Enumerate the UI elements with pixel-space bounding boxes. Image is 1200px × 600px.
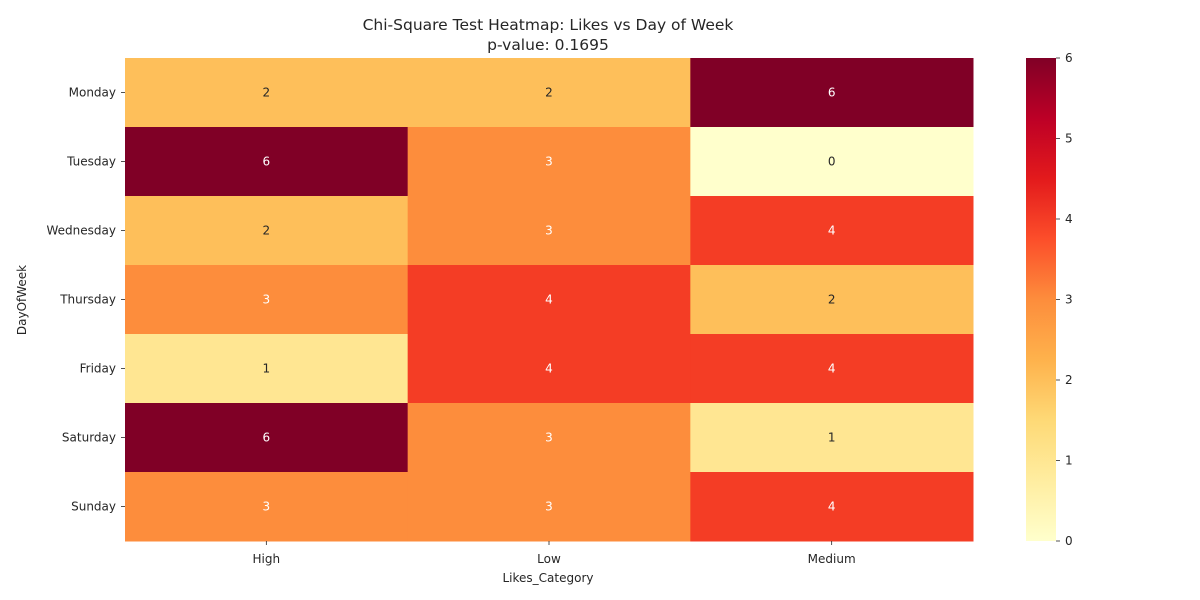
heatmap-cell — [125, 265, 409, 335]
x-axis-ticks: High Low Medium — [253, 541, 856, 566]
colorbar-tick-label: 1 — [1065, 454, 1073, 468]
heatmap-cell — [125, 127, 409, 197]
heatmap-cell — [690, 334, 974, 404]
heatmap-cell-labels: 2 2 6 6 3 0 2 3 4 3 4 2 1 4 4 6 3 1 3 3 4 — [263, 86, 836, 514]
heatmap-cell — [125, 196, 409, 266]
heatmap-cell — [125, 58, 409, 128]
y-tick-label: Monday — [69, 86, 116, 100]
y-axis-label: DayOfWeek — [15, 265, 29, 335]
heatmap-cell — [407, 334, 691, 404]
heatmap-cell — [407, 472, 691, 542]
cell-value-label: 3 — [545, 500, 553, 514]
heatmap-cell — [690, 403, 974, 473]
heatmap-cell — [407, 403, 691, 473]
colorbar-ticks: 0 1 2 3 4 5 6 — [1056, 51, 1073, 548]
cell-value-label: 4 — [545, 362, 553, 376]
heatmap-cell — [125, 472, 409, 542]
cell-value-label: 2 — [263, 86, 271, 100]
colorbar-tick-label: 0 — [1065, 534, 1073, 548]
chart-title: Chi-Square Test Heatmap: Likes vs Day of… — [363, 16, 734, 34]
chart-subtitle: p-value: 0.1695 — [487, 36, 609, 54]
x-axis-label: Likes_Category — [503, 571, 594, 585]
cell-value-label: 4 — [545, 293, 553, 307]
heatmap-cell — [690, 265, 974, 335]
colorbar-tick-label: 4 — [1065, 212, 1073, 226]
colorbar-tick-label: 3 — [1065, 293, 1073, 307]
cell-value-label: 2 — [263, 224, 271, 238]
colorbar-tick-label: 6 — [1065, 51, 1073, 65]
cell-value-label: 1 — [828, 431, 836, 445]
heatmap-cell — [125, 334, 409, 404]
heatmap-cell — [125, 403, 409, 473]
cell-value-label: 3 — [545, 155, 553, 169]
heatmap-cell — [690, 196, 974, 266]
cell-value-label: 0 — [828, 155, 836, 169]
heatmap-cell — [407, 196, 691, 266]
y-tick-label: Friday — [80, 362, 116, 376]
y-axis-ticks: Monday Tuesday Wednesday Thursday Friday Satu… — [47, 86, 125, 514]
heatmap-cell — [690, 472, 974, 542]
heatmap-cell — [407, 265, 691, 335]
heatmap-cell — [407, 58, 691, 128]
y-tick-label: Sunday — [71, 500, 116, 514]
x-tick-label: Low — [537, 552, 561, 566]
cell-value-label: 3 — [545, 224, 553, 238]
cell-value-label: 6 — [828, 86, 836, 100]
cell-value-label: 2 — [828, 293, 836, 307]
cell-value-label: 4 — [828, 500, 836, 514]
cell-value-label: 3 — [263, 500, 271, 514]
heatmap-cell — [690, 58, 974, 128]
cell-value-label: 6 — [263, 155, 271, 169]
cell-value-label: 3 — [545, 431, 553, 445]
heatmap-cell — [690, 127, 974, 197]
cell-value-label: 2 — [545, 86, 553, 100]
colorbar-tick-label: 5 — [1065, 132, 1073, 146]
cell-value-label: 4 — [828, 224, 836, 238]
y-tick-label: Thursday — [59, 293, 116, 307]
x-tick-label: High — [253, 552, 281, 566]
x-tick-label: Medium — [808, 552, 856, 566]
y-tick-label: Wednesday — [47, 224, 116, 238]
heatmap-cell — [407, 127, 691, 197]
cell-value-label: 4 — [828, 362, 836, 376]
cell-value-label: 6 — [263, 431, 271, 445]
heatmap-cells — [125, 58, 974, 542]
cell-value-label: 1 — [263, 362, 271, 376]
colorbar — [1026, 58, 1056, 541]
y-tick-label: Saturday — [62, 431, 116, 445]
y-tick-label: Tuesday — [66, 155, 116, 169]
cell-value-label: 3 — [263, 293, 271, 307]
colorbar-tick-label: 2 — [1065, 373, 1073, 387]
